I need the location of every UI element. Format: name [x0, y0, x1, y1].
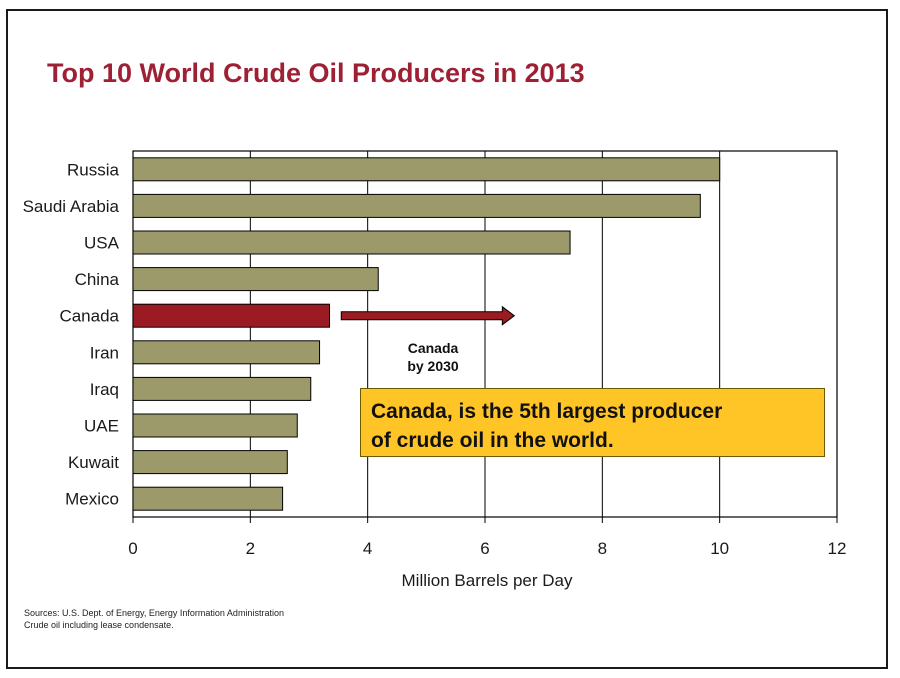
category-label: Canada: [59, 307, 119, 326]
x-tick-label: 2: [246, 539, 255, 558]
bar-china: [132, 267, 379, 292]
bar-uae: [132, 413, 298, 438]
category-label: USA: [84, 234, 120, 253]
bar-saudi-arabia: [132, 193, 701, 218]
callout-line2: of crude oil in the world.: [371, 429, 614, 452]
category-label: UAE: [84, 417, 119, 436]
x-tick-label: 4: [363, 539, 372, 558]
canada-2030-label: Canada by 2030: [392, 339, 474, 375]
sources-note: Sources: U.S. Dept. of Energy, Energy In…: [24, 607, 284, 631]
bar-mexico: [132, 486, 284, 511]
canada-2030-label-line1: Canada: [407, 340, 459, 356]
category-label: Iraq: [90, 380, 119, 399]
x-tick-label: 0: [128, 539, 137, 558]
x-tick-label: 10: [710, 539, 729, 558]
canada-2030-label-line2: by 2030: [407, 358, 459, 374]
chart-title: Top 10 World Crude Oil Producers in 2013: [47, 58, 585, 88]
bar-kuwait: [132, 450, 288, 475]
sources-line2: Crude oil including lease condensate.: [24, 620, 174, 630]
category-label: China: [75, 270, 120, 289]
category-label: Russia: [67, 160, 120, 179]
canada-2030-arrow: [340, 305, 516, 326]
x-tick-label: 12: [828, 539, 847, 558]
category-label: Kuwait: [68, 453, 119, 472]
x-tick-labels: 0 2 4 6 8 10 12: [128, 539, 846, 558]
sources-line1: Sources: U.S. Dept. of Energy, Energy In…: [24, 608, 284, 618]
callout-box: Canada, is the 5th largest producer of c…: [360, 388, 825, 457]
bar-iraq: [132, 376, 312, 401]
x-tick-label: 8: [598, 539, 607, 558]
bar-usa: [132, 230, 571, 255]
bar-iran: [132, 340, 321, 365]
callout-line1: Canada, is the 5th largest producer: [371, 400, 723, 423]
x-axis-label: Million Barrels per Day: [402, 571, 573, 590]
category-label: Iran: [90, 343, 119, 362]
category-label: Saudi Arabia: [23, 197, 120, 216]
category-labels: Russia Saudi Arabia USA China Canada Iran Iraq…: [23, 160, 120, 508]
bar-canada: [132, 303, 331, 328]
bar-russia: [132, 157, 721, 182]
bars: [132, 157, 721, 511]
category-label: Mexico: [65, 490, 119, 509]
x-tick-label: 6: [480, 539, 489, 558]
slide-frame: [6, 9, 888, 669]
arrow-shape: [340, 305, 516, 326]
